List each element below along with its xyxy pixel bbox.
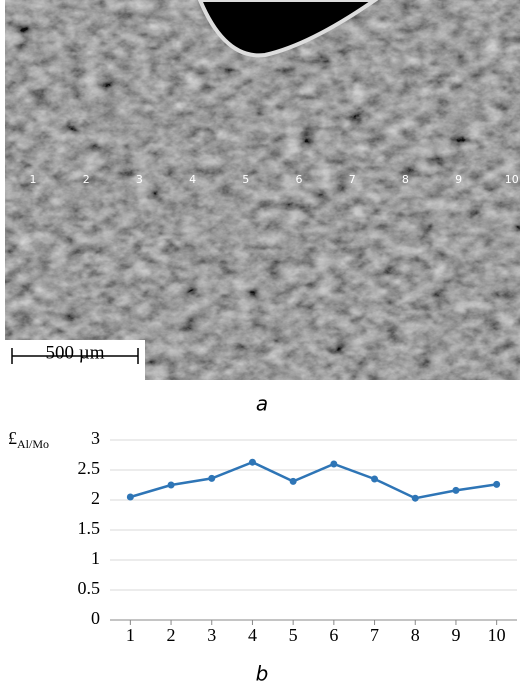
- point-label: 8: [402, 173, 409, 186]
- point-label: 6: [296, 173, 303, 186]
- marker: [208, 475, 215, 482]
- line: [130, 462, 496, 498]
- figure: 500 µm 1 2 3 4 5 6 7 8 9 10 a £Al/Mo 0 0.5 1 1.5 2 2.5…: [0, 0, 520, 685]
- x-tick-label: 2: [167, 625, 176, 645]
- x-tick-label: 4: [248, 625, 257, 645]
- chart: 0 0.5 1 1.5 2 2.5 3 1 2 3 4 5 6 7 8 9 10: [78, 428, 518, 645]
- point-label: 7: [349, 173, 356, 186]
- y-tick-label: 0: [91, 608, 100, 628]
- y-tick-label: 2: [91, 488, 100, 508]
- x-tick-label: 7: [370, 625, 379, 645]
- marker: [493, 481, 500, 488]
- y-tick-label: 1: [91, 548, 100, 568]
- point-label: 4: [189, 173, 196, 186]
- y-tick-label: 3: [91, 428, 100, 448]
- y-label-sub: Al/Mo: [17, 437, 49, 451]
- marker: [371, 476, 378, 483]
- point-label: 2: [83, 173, 90, 186]
- point-label: 9: [455, 173, 462, 186]
- marker: [452, 487, 459, 494]
- micrograph: 500 µm 1 2 3 4 5 6 7 8 9 10: [5, 0, 520, 380]
- point-label: 3: [136, 173, 143, 186]
- x-tick-label: 6: [329, 625, 338, 645]
- x-tick-label: 1: [126, 625, 135, 645]
- x-tick-label: 9: [451, 625, 460, 645]
- point-label: 5: [242, 173, 249, 186]
- y-label-main: £: [8, 428, 17, 448]
- y-tick-label: 1.5: [78, 518, 101, 538]
- point-label: 1: [30, 173, 37, 186]
- point-label: 10: [505, 173, 519, 186]
- marker: [168, 482, 175, 489]
- marker: [127, 494, 134, 501]
- marker: [290, 478, 297, 485]
- x-tick-label: 8: [411, 625, 420, 645]
- x-tick-label: 3: [207, 625, 216, 645]
- caption: a: [256, 392, 268, 416]
- y-tick-label: 2.5: [78, 458, 101, 478]
- y-tick-label: 0.5: [78, 578, 101, 598]
- x-tick-label: 10: [488, 625, 506, 645]
- scale-label: 500 µm: [46, 342, 105, 363]
- marker: [412, 495, 419, 502]
- y-label: £Al/Mo: [8, 428, 49, 451]
- marker: [330, 461, 337, 468]
- marker: [249, 459, 256, 466]
- caption: b: [256, 662, 269, 685]
- x-tick-label: 5: [289, 625, 298, 645]
